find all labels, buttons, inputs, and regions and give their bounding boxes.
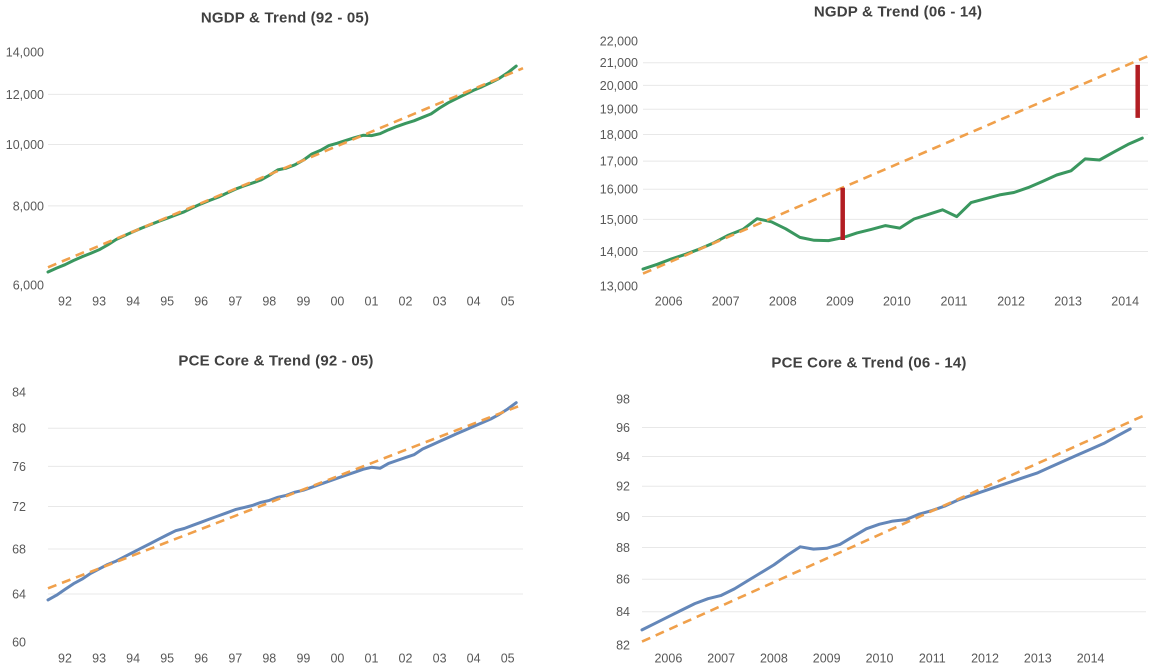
ngdp-line xyxy=(641,136,1144,271)
y-tick-label: 12,000 xyxy=(6,88,44,102)
x-tick-label: 94 xyxy=(126,651,140,665)
chart-title-pce-92-05: PCE Core & Trend (92 - 05) xyxy=(178,352,374,370)
x-tick-label: 2009 xyxy=(813,651,841,665)
y-tick-label: 14,000 xyxy=(6,45,44,59)
x-tick-label: 92 xyxy=(58,651,72,665)
x-tick-label: 2008 xyxy=(769,294,797,308)
x-tick-label: 97 xyxy=(228,294,242,308)
y-tick-label: 17,000 xyxy=(600,154,638,168)
chart-ngdp-06-14: 22,000 21,000 20,000 19,000 18,000 17,000 16,0… xyxy=(600,34,1149,308)
y-tick-label: 13,000 xyxy=(600,279,638,293)
y-tick-label: 90 xyxy=(616,510,630,524)
y-tick-label: 18,000 xyxy=(600,128,638,142)
y-tick-label: 96 xyxy=(616,421,630,435)
x-tick-label: 02 xyxy=(399,651,413,665)
y-tick-label: 15,000 xyxy=(600,213,638,227)
trend-line xyxy=(47,403,524,590)
x-tick-label: 00 xyxy=(330,294,344,308)
x-tick-label: 2011 xyxy=(919,651,946,665)
x-tick-label: 05 xyxy=(501,651,515,665)
y-tick-label: 98 xyxy=(616,392,630,406)
x-tick-label: 05 xyxy=(501,294,515,308)
x-tick-label: 01 xyxy=(365,651,379,665)
x-tick-label: 04 xyxy=(467,294,481,308)
chart-title-ngdp-92-05: NGDP & Trend (92 - 05) xyxy=(200,9,370,27)
x-tick-label: 04 xyxy=(467,651,481,665)
x-tick-label: 96 xyxy=(194,294,208,308)
y-tick-label: 80 xyxy=(12,422,26,436)
y-tick-label: 14,000 xyxy=(600,245,638,259)
x-tick-label: 2010 xyxy=(866,651,894,665)
y-tick-label: 84 xyxy=(12,385,26,399)
x-tick-label: 95 xyxy=(160,651,174,665)
x-tick-label: 2009 xyxy=(826,294,854,308)
x-tick-label: 92 xyxy=(58,294,72,308)
y-tick-label: 72 xyxy=(12,500,26,514)
x-tick-label: 2011 xyxy=(941,294,968,308)
x-tick-label: 2014 xyxy=(1111,294,1139,308)
x-tick-label: 02 xyxy=(399,294,413,308)
y-tick-label: 82 xyxy=(616,638,630,652)
y-tick-label: 20,000 xyxy=(600,79,638,93)
x-tick-label: 2014 xyxy=(1077,651,1105,665)
x-tick-label: 98 xyxy=(262,651,276,665)
x-tick-label: 2010 xyxy=(883,294,911,308)
trend-line xyxy=(642,54,1149,275)
x-tick-label: 03 xyxy=(433,294,447,308)
x-tick-label: 97 xyxy=(228,651,242,665)
x-tick-label: 00 xyxy=(330,651,344,665)
pce-core-line xyxy=(46,401,518,602)
x-tick-label: 2007 xyxy=(712,294,740,308)
y-tick-label: 19,000 xyxy=(600,103,638,117)
x-tick-label: 03 xyxy=(433,651,447,665)
trend-line xyxy=(641,413,1147,643)
chart-pce-06-14: 98 96 94 92 90 88 86 84 82 2006 2007 2008 2009 2010 20… xyxy=(616,392,1147,665)
x-tick-label: 01 xyxy=(365,294,379,308)
x-tick-label: 2007 xyxy=(707,651,735,665)
y-tick-label: 10,000 xyxy=(6,138,44,152)
y-tick-label: 92 xyxy=(616,480,630,494)
x-tick-label: 99 xyxy=(296,294,310,308)
y-tick-label: 88 xyxy=(616,541,630,555)
x-tick-label: 2006 xyxy=(654,651,682,665)
y-tick-label: 68 xyxy=(12,542,26,556)
x-tick-label: 2012 xyxy=(997,294,1025,308)
y-tick-label: 8,000 xyxy=(13,199,44,213)
y-tick-label: 76 xyxy=(12,460,26,474)
x-tick-label: 93 xyxy=(92,651,106,665)
y-tick-label: 6,000 xyxy=(13,278,44,292)
x-tick-label: 99 xyxy=(296,651,310,665)
x-tick-label: 94 xyxy=(126,294,140,308)
chart-title-pce-06-14: PCE Core & Trend (06 - 14) xyxy=(771,354,967,372)
y-tick-label: 60 xyxy=(12,635,26,649)
y-tick-label: 94 xyxy=(616,450,630,464)
x-tick-label: 2013 xyxy=(1054,294,1082,308)
x-tick-label: 96 xyxy=(194,651,208,665)
y-tick-label: 21,000 xyxy=(600,56,638,70)
trend-line xyxy=(47,67,524,269)
chart-ngdp-92-05: 14,000 12,000 10,000 8,000 6,000 92 93 94 95 96 97… xyxy=(6,45,524,308)
y-tick-label: 16,000 xyxy=(600,183,638,197)
x-tick-label: 95 xyxy=(160,294,174,308)
x-tick-label: 98 xyxy=(262,294,276,308)
ngdp-line xyxy=(46,64,518,274)
x-tick-label: 2012 xyxy=(971,651,999,665)
y-tick-label: 22,000 xyxy=(600,34,638,48)
x-tick-label: 2013 xyxy=(1024,651,1052,665)
y-tick-label: 86 xyxy=(616,573,630,587)
chart-title-ngdp-06-14: NGDP & Trend (06 - 14) xyxy=(813,3,983,21)
y-tick-label: 64 xyxy=(12,587,26,601)
x-tick-label: 2006 xyxy=(655,294,683,308)
y-tick-label: 84 xyxy=(616,605,630,619)
chart-pce-92-05: 84 80 76 72 68 64 60 92 93 94 95 96 97 98 99 00 01 02 03 04… xyxy=(12,385,524,665)
pce-core-line xyxy=(640,427,1132,632)
x-tick-label: 2008 xyxy=(760,651,788,665)
x-tick-label: 93 xyxy=(92,294,106,308)
